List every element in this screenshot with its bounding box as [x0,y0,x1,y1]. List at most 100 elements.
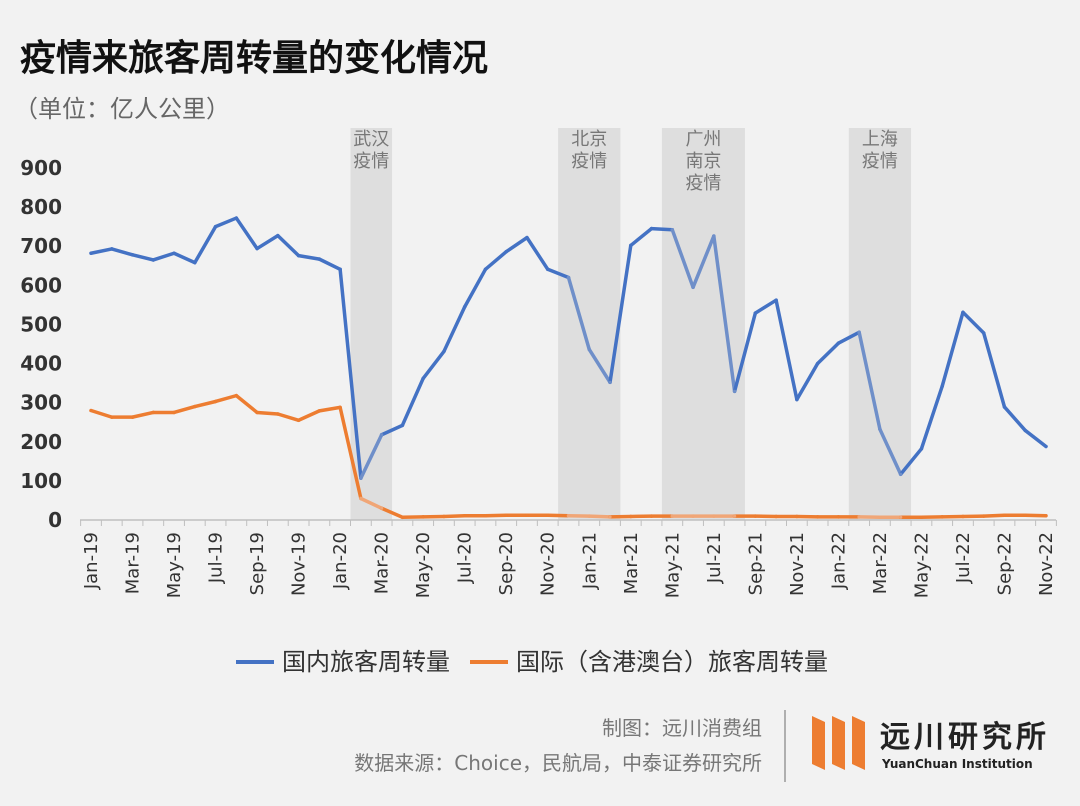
series-segment [379,506,405,520]
series-segment [130,253,156,262]
series-segment [712,234,737,394]
series-segment [442,305,467,354]
data-point [836,341,840,345]
data-point [504,250,508,254]
series-segment [836,330,861,345]
x-tick-label: May-19 [164,532,185,598]
series-line-1 [89,393,1048,520]
data-point [940,384,944,388]
data-point [566,275,571,280]
y-tick-label: 600 [20,273,62,297]
series-segment [213,216,239,229]
data-point [89,408,93,413]
series-segment [525,235,550,272]
data-point [1002,513,1007,517]
series-segment [276,412,301,423]
data-point [234,216,238,220]
data-point [587,347,591,352]
data-point [463,305,467,309]
data-point [857,515,861,519]
series-segment [234,393,259,415]
data-point [836,515,840,519]
legend: 国内旅客周转量 国际（含港澳台）旅客周转量 [236,648,828,676]
data-point [691,514,695,518]
data-point [857,330,861,334]
data-point [110,247,114,251]
shaded-period-label: 广州 [685,129,721,150]
x-tick-label: Nov-19 [289,532,310,596]
series-segment [545,267,571,280]
data-point [359,496,363,501]
data-point [359,476,363,480]
x-tick-label: Jul-21 [704,532,725,584]
series-segment [462,267,488,309]
data-point [151,410,155,415]
series-segment [89,408,114,419]
data-point [504,513,508,517]
series-segment [1023,428,1048,449]
data-point [753,311,757,315]
x-tick-label: May-22 [911,532,932,598]
series-segment [483,249,508,272]
series-segment [400,376,425,428]
shaded-period-label: 南京 [685,151,721,172]
series-segment [110,247,135,257]
data-point [919,515,924,519]
brand-mark-icon [812,716,865,770]
x-tick-label: Jan-19 [81,532,102,590]
data-point [317,409,321,413]
data-point [276,412,280,416]
data-point [130,415,135,419]
shaded-period-3 [848,128,912,520]
series-segment [338,405,363,501]
brand-name: 远川研究所 [880,720,1050,755]
series-segment [587,514,612,519]
data-point [213,399,218,404]
data-point [795,514,799,519]
data-point [297,254,301,258]
shaded-period-label: 疫情 [862,151,898,172]
data-point [525,236,529,240]
y-tick-label: 700 [20,234,62,258]
unit-note: （单位：亿人公里） [14,95,230,123]
y-tick-label: 300 [20,391,62,415]
data-point [878,427,882,431]
series-segment [504,235,529,254]
x-tick-label: Sep-20 [496,532,517,595]
data-point [712,234,716,238]
data-point [213,225,218,229]
series-segment [172,251,197,265]
data-point [816,515,820,519]
data-point [816,361,820,366]
data-point [483,267,488,271]
series-segment [919,384,944,451]
data-point [525,513,529,517]
series-segment [774,298,799,402]
x-tick-label: May-21 [662,532,683,598]
series-segment [255,233,280,251]
series-segment [608,243,633,385]
series-segment [379,423,405,437]
series-segment [732,311,758,394]
shaded-period-label: 上海 [862,129,898,150]
x-tick-label: Jul-22 [953,532,974,584]
x-tick-label: Nov-21 [787,532,808,596]
data-point [795,397,799,402]
data-point [338,405,342,409]
data-point [110,415,114,419]
x-tick-label: Jul-20 [455,532,476,584]
data-point [878,515,882,519]
data-point [919,447,924,451]
data-point [608,380,612,384]
data-point [483,514,488,518]
data-point [691,285,695,289]
data-point [463,514,467,518]
x-axis: Jan-19 Mar-19 May-19 Jul-19 Sep-19 Nov-19 Jan-… [80,519,1057,598]
data-point [1044,514,1048,518]
data-point [629,514,633,519]
series-segment [255,410,280,416]
data-point [670,514,674,518]
series-segment [878,427,903,476]
footer-source: 数据来源：Choice，民航局，中泰证券研究所 [354,751,762,775]
x-tick-label: Sep-19 [247,532,268,595]
